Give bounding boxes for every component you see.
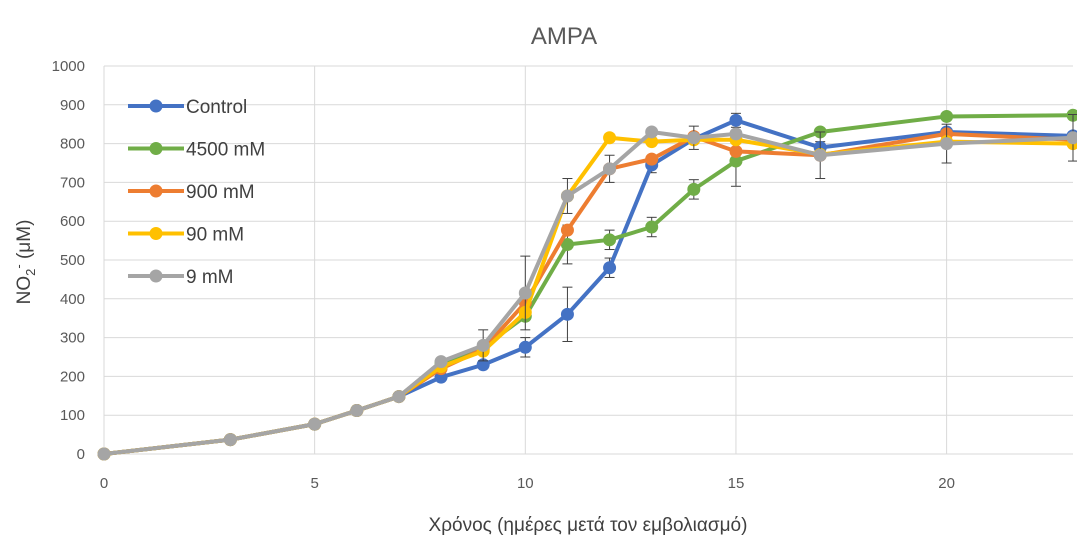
y-tick-label: 0 <box>77 446 85 463</box>
data-point <box>603 233 617 247</box>
data-point <box>1066 108 1077 122</box>
y-axis-title-sup: - <box>11 264 26 268</box>
legend-swatch-marker <box>149 184 163 198</box>
x-tick-label: 0 <box>100 475 108 492</box>
data-point <box>476 338 490 352</box>
data-point <box>940 109 954 123</box>
data-point <box>645 220 659 234</box>
data-point <box>560 223 574 237</box>
legend-swatch-marker <box>149 142 163 155</box>
x-tick-labels: 0 5 10 15 20 <box>100 475 955 492</box>
data-point <box>518 340 532 354</box>
data-point <box>434 355 448 369</box>
data-point <box>560 189 574 203</box>
y-tick-label: 400 <box>60 291 85 308</box>
legend-label: 900 mM <box>186 182 255 203</box>
x-tick-label: 20 <box>938 475 955 492</box>
y-tick-label: 100 <box>60 407 85 424</box>
x-tick-label: 10 <box>517 475 534 492</box>
data-point <box>518 286 532 300</box>
legend-swatch-marker <box>149 227 163 240</box>
data-point <box>687 131 701 145</box>
data-point <box>687 182 701 196</box>
data-point <box>940 137 954 151</box>
data-point <box>560 307 574 321</box>
data-point <box>308 417 322 431</box>
series-line <box>103 129 1074 456</box>
data-point <box>729 113 743 127</box>
data-point <box>97 447 111 461</box>
y-axis-title: NO2- (μM) <box>11 220 38 305</box>
y-tick-label: 700 <box>60 174 85 191</box>
data-point <box>603 261 617 275</box>
y-tick-labels: 0 100 200 300 400 500 600 700 800 900 1000 <box>52 58 85 463</box>
data-point <box>476 358 490 372</box>
data-point <box>1066 131 1077 145</box>
data-point <box>560 237 574 251</box>
data-point <box>603 131 617 145</box>
y-axis-title-main: NO <box>14 276 35 305</box>
y-tick-label: 900 <box>60 97 85 114</box>
data-point <box>645 135 659 149</box>
chart-title: AMPA <box>531 23 597 50</box>
y-tick-label: 500 <box>60 252 85 269</box>
y-tick-label: 300 <box>60 330 85 347</box>
legend-swatch-marker <box>149 99 163 113</box>
legend-label: 9 mM <box>186 267 234 288</box>
y-tick-label: 1000 <box>52 58 85 75</box>
y-tick-label: 600 <box>60 213 85 230</box>
legend-label: Control <box>186 97 247 118</box>
data-point <box>392 390 406 404</box>
x-tick-label: 15 <box>728 475 745 492</box>
data-point <box>729 154 743 168</box>
legend: Control 4500 mM 900 mM 90 mM 9 mM <box>128 97 265 288</box>
data-point <box>603 162 617 176</box>
series-4 <box>97 114 1077 461</box>
y-axis-title-unit: (μM) <box>14 220 35 265</box>
data-point <box>813 148 827 162</box>
x-tick-label: 5 <box>310 475 318 492</box>
legend-label: 90 mM <box>186 225 244 246</box>
data-point <box>729 127 743 141</box>
y-tick-label: 800 <box>60 136 85 153</box>
legend-label: 4500 mM <box>186 140 265 161</box>
data-point <box>350 404 364 418</box>
y-axis-title-sub: 2 <box>23 269 38 276</box>
data-point <box>223 433 237 447</box>
x-axis-title: Χρόνος (ημέρες μετά τον εμβολιασμό) <box>429 515 748 536</box>
legend-swatch-marker <box>149 269 163 283</box>
data-point <box>645 152 659 166</box>
series-group <box>97 108 1077 461</box>
data-point <box>645 125 659 139</box>
data-point <box>729 144 743 158</box>
y-tick-label: 200 <box>60 368 85 385</box>
